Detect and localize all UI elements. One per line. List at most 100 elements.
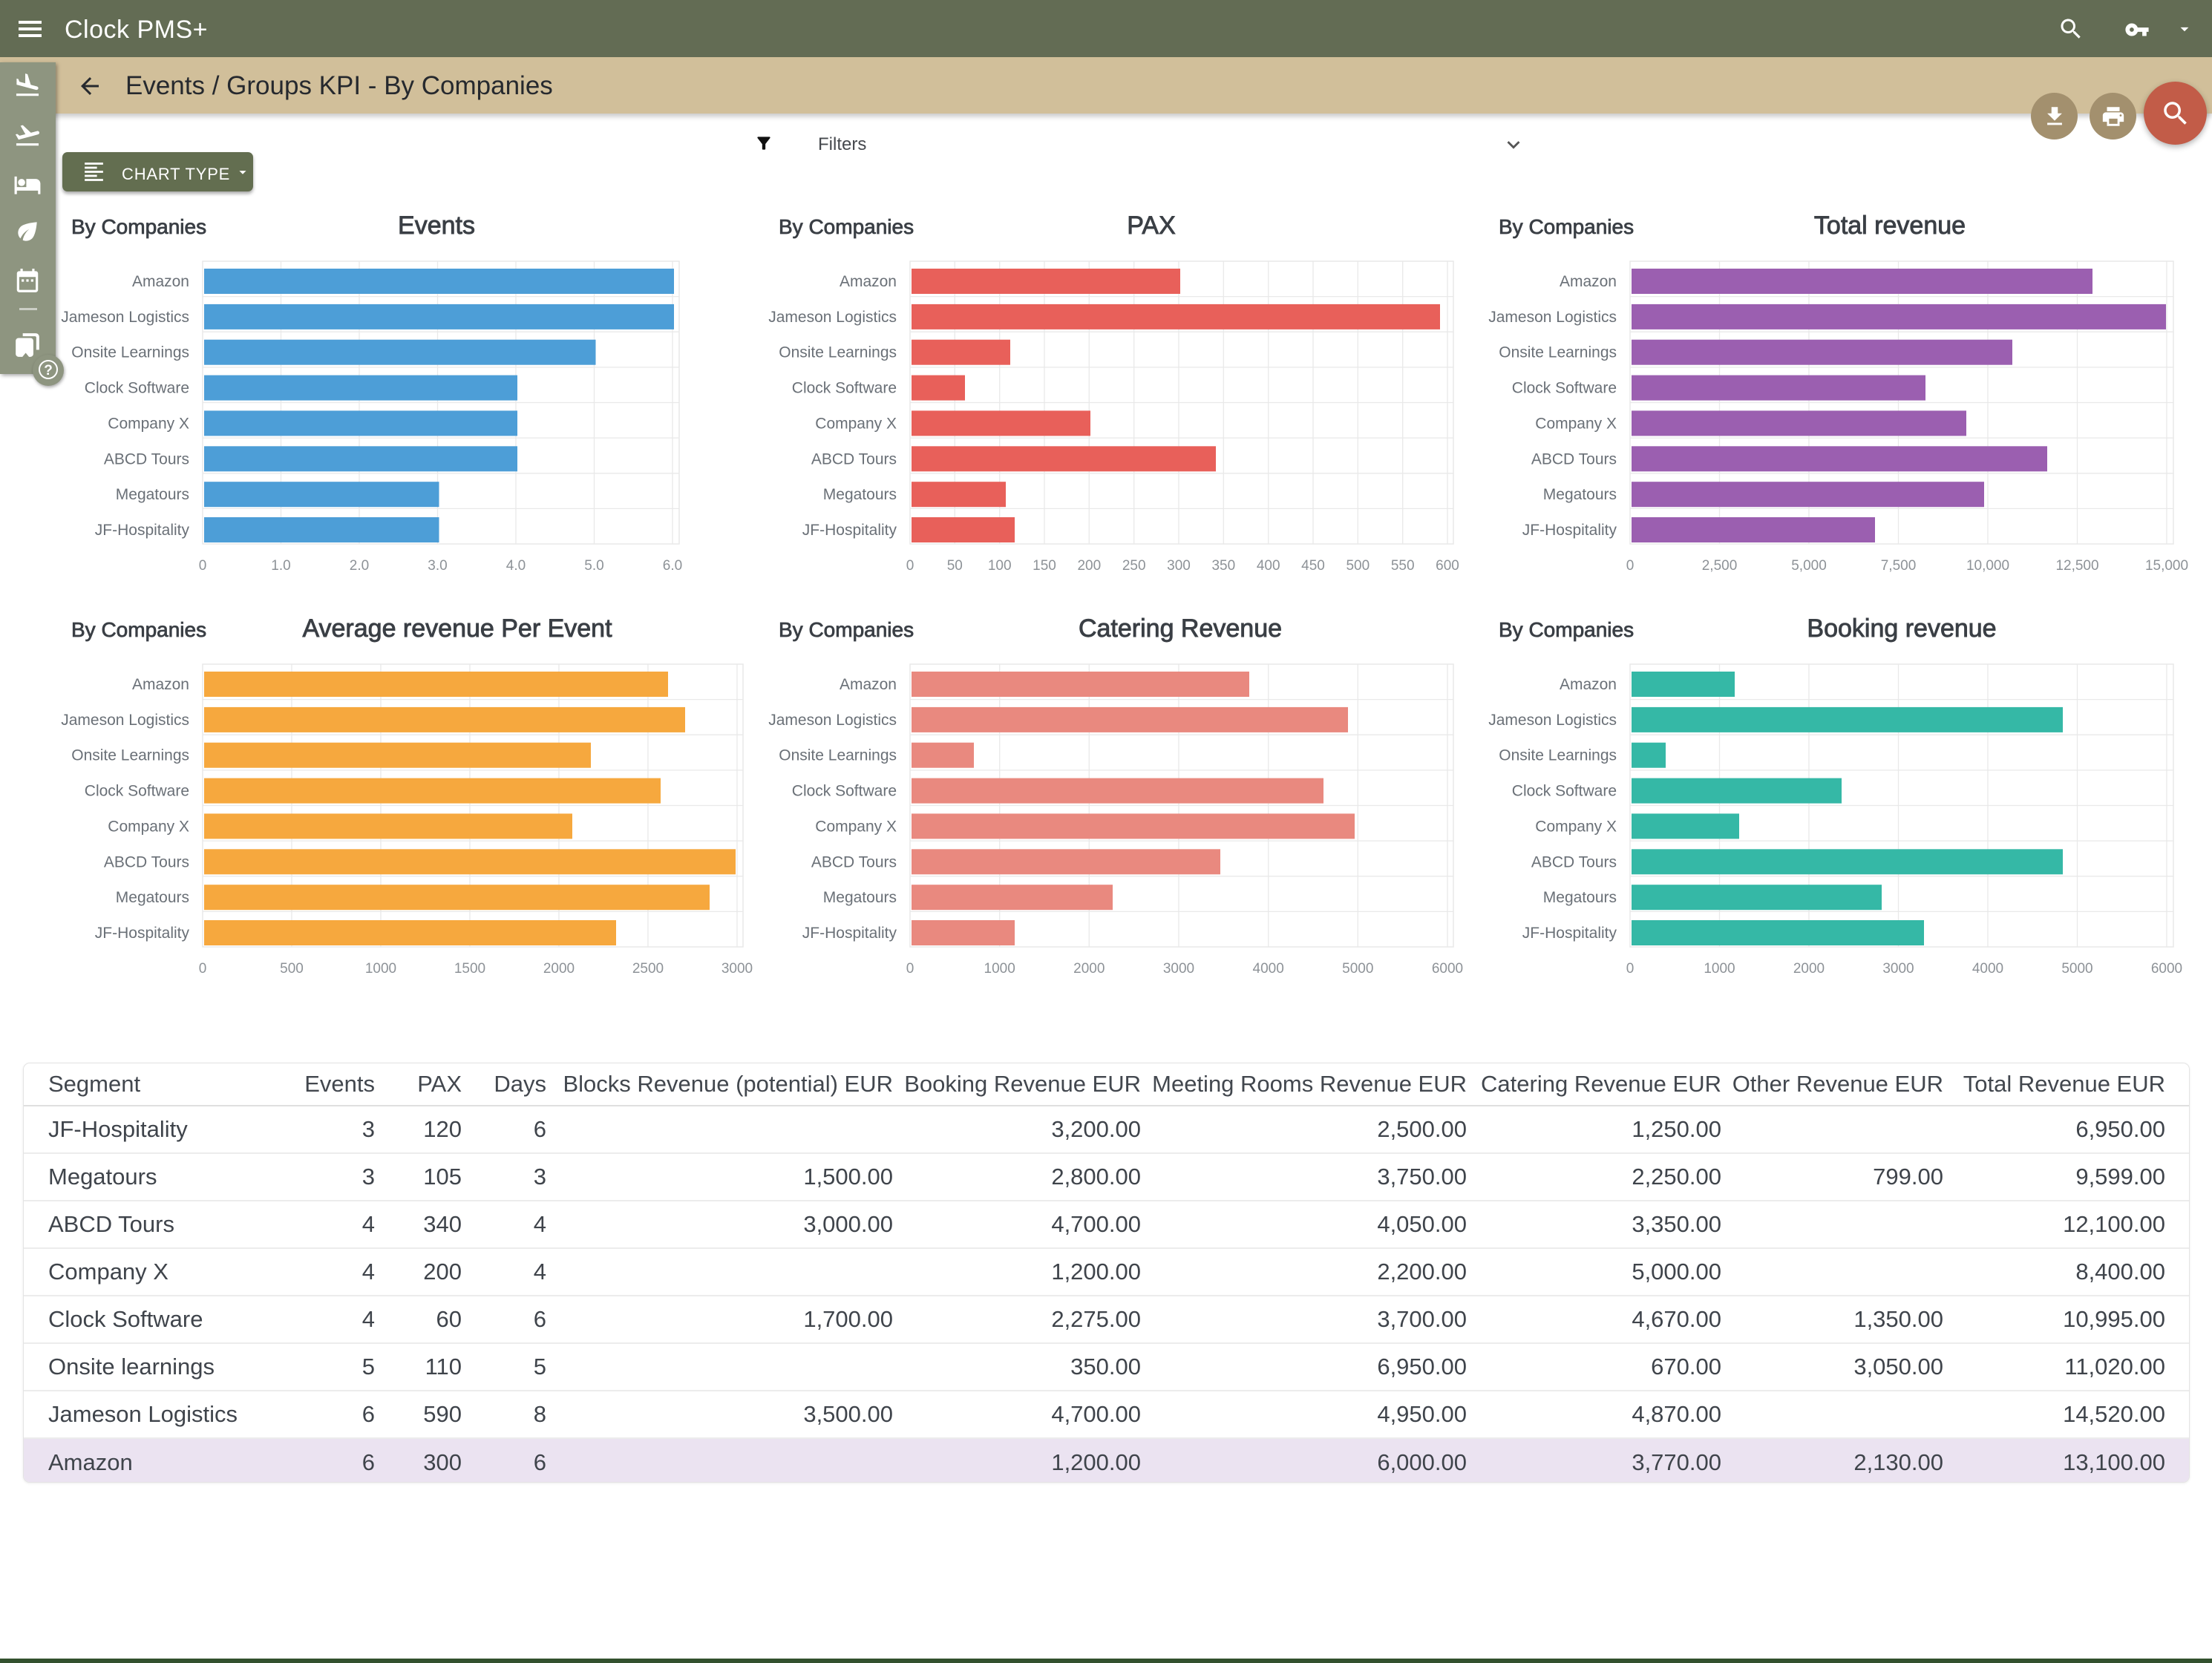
svg-text:Onsite Learnings: Onsite Learnings: [779, 747, 897, 764]
svg-text:2000: 2000: [543, 961, 575, 977]
svg-text:JF-Hospitality: JF-Hospitality: [1522, 925, 1617, 942]
svg-text:4000: 4000: [1253, 961, 1284, 977]
svg-text:3000: 3000: [1882, 961, 1914, 977]
svg-text:ABCD Tours: ABCD Tours: [1531, 450, 1617, 468]
svg-text:600: 600: [1436, 558, 1459, 574]
svg-text:Megatours: Megatours: [116, 889, 189, 906]
svg-text:4000: 4000: [1972, 961, 2003, 977]
svg-text:2000: 2000: [1073, 961, 1105, 977]
svg-text:Megatours: Megatours: [1543, 486, 1617, 503]
svg-text:1000: 1000: [1704, 961, 1735, 977]
svg-text:Clock Software: Clock Software: [85, 783, 189, 800]
svg-text:Onsite Learnings: Onsite Learnings: [779, 344, 897, 361]
svg-text:JF-Hospitality: JF-Hospitality: [802, 522, 897, 539]
svg-text:Clock Software: Clock Software: [85, 380, 189, 397]
svg-text:JF-Hospitality: JF-Hospitality: [95, 925, 190, 942]
svg-text:1.0: 1.0: [271, 558, 290, 574]
svg-text:ABCD Tours: ABCD Tours: [811, 450, 897, 468]
svg-text:0: 0: [1626, 961, 1635, 977]
svg-text:500: 500: [1346, 558, 1370, 574]
svg-text:Company X: Company X: [815, 415, 897, 432]
svg-text:4.0: 4.0: [506, 558, 526, 574]
svg-text:7,500: 7,500: [1881, 558, 1917, 574]
svg-text:300: 300: [1167, 558, 1191, 574]
svg-text:2.0: 2.0: [350, 558, 369, 574]
svg-text:6000: 6000: [2151, 961, 2182, 977]
svg-text:6000: 6000: [1432, 961, 1463, 977]
svg-text:5000: 5000: [1342, 961, 1373, 977]
svg-text:500: 500: [280, 961, 304, 977]
svg-text:5000: 5000: [2061, 961, 2092, 977]
svg-text:0: 0: [199, 961, 207, 977]
svg-text:Jameson Logistics: Jameson Logistics: [1488, 309, 1617, 326]
svg-text:Amazon: Amazon: [840, 676, 897, 693]
svg-text:Jameson Logistics: Jameson Logistics: [1488, 712, 1617, 729]
svg-text:Company X: Company X: [108, 818, 189, 835]
svg-text:400: 400: [1257, 558, 1280, 574]
svg-text:Company X: Company X: [815, 818, 897, 835]
svg-text:1000: 1000: [365, 961, 396, 977]
svg-text:Amazon: Amazon: [132, 273, 189, 290]
svg-text:Jameson Logistics: Jameson Logistics: [61, 712, 189, 729]
svg-text:Megatours: Megatours: [116, 486, 189, 503]
svg-text:Clock Software: Clock Software: [792, 783, 897, 800]
svg-text:Onsite Learnings: Onsite Learnings: [1499, 747, 1617, 764]
svg-text:10,000: 10,000: [1966, 558, 2009, 574]
svg-text:JF-Hospitality: JF-Hospitality: [1522, 522, 1617, 539]
svg-text:1000: 1000: [984, 961, 1015, 977]
svg-text:450: 450: [1301, 558, 1325, 574]
svg-text:350: 350: [1211, 558, 1235, 574]
svg-text:PAX: PAX: [1127, 211, 1176, 240]
svg-text:By Companies: By Companies: [779, 215, 914, 238]
svg-text:250: 250: [1122, 558, 1146, 574]
svg-text:Average revenue Per Event: Average revenue Per Event: [302, 614, 612, 643]
svg-text:ABCD Tours: ABCD Tours: [104, 853, 189, 870]
svg-text:JF-Hospitality: JF-Hospitality: [95, 522, 190, 539]
svg-text:Jameson Logistics: Jameson Logistics: [61, 309, 189, 326]
svg-text:12,500: 12,500: [2055, 558, 2098, 574]
svg-text:100: 100: [988, 558, 1012, 574]
svg-text:Company X: Company X: [1535, 415, 1617, 432]
svg-text:3.0: 3.0: [428, 558, 447, 574]
svg-text:0: 0: [906, 558, 914, 574]
svg-text:ABCD Tours: ABCD Tours: [811, 853, 897, 870]
svg-text:0: 0: [199, 558, 207, 574]
svg-text:Megatours: Megatours: [823, 486, 897, 503]
svg-text:By Companies: By Companies: [779, 618, 914, 641]
svg-text:Clock Software: Clock Software: [1512, 783, 1617, 800]
svg-text:Amazon: Amazon: [1560, 273, 1617, 290]
svg-text:6.0: 6.0: [663, 558, 682, 574]
svg-text:Amazon: Amazon: [132, 676, 189, 693]
svg-text:By Companies: By Companies: [1499, 618, 1634, 641]
svg-text:By Companies: By Companies: [71, 215, 206, 238]
svg-text:0: 0: [1626, 558, 1635, 574]
svg-text:ABCD Tours: ABCD Tours: [104, 450, 189, 468]
svg-text:Company X: Company X: [1535, 818, 1617, 835]
svg-text:Onsite Learnings: Onsite Learnings: [71, 747, 189, 764]
svg-text:By Companies: By Companies: [71, 618, 206, 641]
svg-text:200: 200: [1077, 558, 1101, 574]
svg-text:Booking revenue: Booking revenue: [1807, 614, 1996, 643]
svg-text:2500: 2500: [632, 961, 664, 977]
svg-text:50: 50: [947, 558, 963, 574]
svg-text:0: 0: [906, 961, 914, 977]
svg-text:Amazon: Amazon: [1560, 676, 1617, 693]
svg-text:3000: 3000: [1163, 961, 1194, 977]
svg-text:Onsite Learnings: Onsite Learnings: [1499, 344, 1617, 361]
svg-text:3000: 3000: [721, 961, 753, 977]
svg-text:Company X: Company X: [108, 415, 189, 432]
svg-text:Clock Software: Clock Software: [792, 380, 897, 397]
svg-text:Clock Software: Clock Software: [1512, 380, 1617, 397]
svg-text:150: 150: [1033, 558, 1056, 574]
svg-text:By Companies: By Companies: [1499, 215, 1634, 238]
svg-text:2,500: 2,500: [1702, 558, 1738, 574]
svg-text:Amazon: Amazon: [840, 273, 897, 290]
svg-text:1500: 1500: [454, 961, 485, 977]
svg-text:Megatours: Megatours: [823, 889, 897, 906]
svg-text:15,000: 15,000: [2145, 558, 2188, 574]
svg-text:5,000: 5,000: [1791, 558, 1827, 574]
svg-text:Jameson Logistics: Jameson Logistics: [768, 712, 897, 729]
svg-text:Megatours: Megatours: [1543, 889, 1617, 906]
svg-text:2000: 2000: [1793, 961, 1825, 977]
svg-text:5.0: 5.0: [584, 558, 603, 574]
